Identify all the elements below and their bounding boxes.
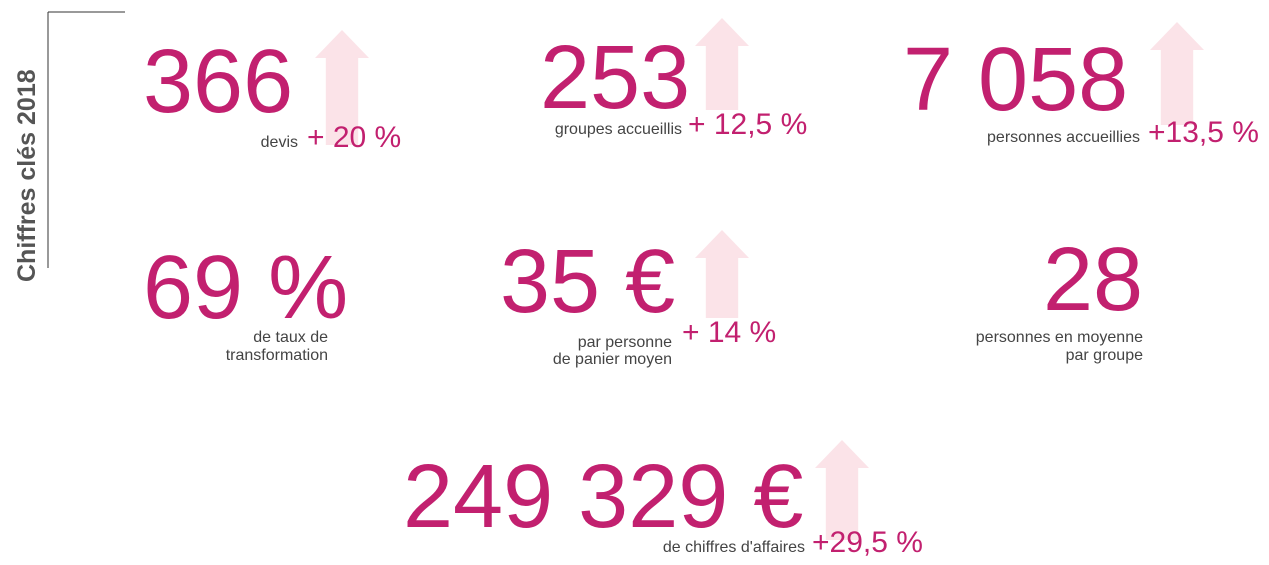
figure-label: transformation <box>226 347 328 364</box>
figure-change: +29,5 % <box>812 526 923 559</box>
key-figure: 28 <box>1043 230 1143 330</box>
figure-label: groupes accueillis <box>555 121 682 138</box>
arrow-up <box>1150 22 1204 125</box>
key-figure: 253 <box>540 28 690 128</box>
figure-label: personnes accueillies <box>987 129 1140 146</box>
figure-change: +13,5 % <box>1148 116 1259 149</box>
key-figure: 35 € <box>500 232 675 332</box>
arrow-up <box>815 440 869 540</box>
figure-change: + 12,5 % <box>688 108 807 141</box>
figure-change: + 20 % <box>307 121 401 154</box>
figure-label: de panier moyen <box>553 351 672 368</box>
side-title: Chiffres clés 2018 <box>13 69 41 282</box>
figure-label: par personne <box>578 334 672 351</box>
figure-label: personnes en moyenne <box>976 329 1143 346</box>
key-figure: 69 % <box>143 238 348 338</box>
figure-label: de chiffres d'affaires <box>663 539 805 556</box>
arrow-up <box>695 18 749 110</box>
figure-label: par groupe <box>1066 347 1143 364</box>
key-figure: 7 058 <box>903 30 1128 130</box>
figure-change: + 14 % <box>682 316 776 349</box>
key-figure: 366 <box>143 32 293 132</box>
figure-label: devis <box>261 134 298 151</box>
arrow-up <box>315 30 369 145</box>
figure-label: de taux de <box>253 329 328 346</box>
key-figure: 249 329 € <box>403 447 803 547</box>
arrow-up <box>695 230 749 318</box>
